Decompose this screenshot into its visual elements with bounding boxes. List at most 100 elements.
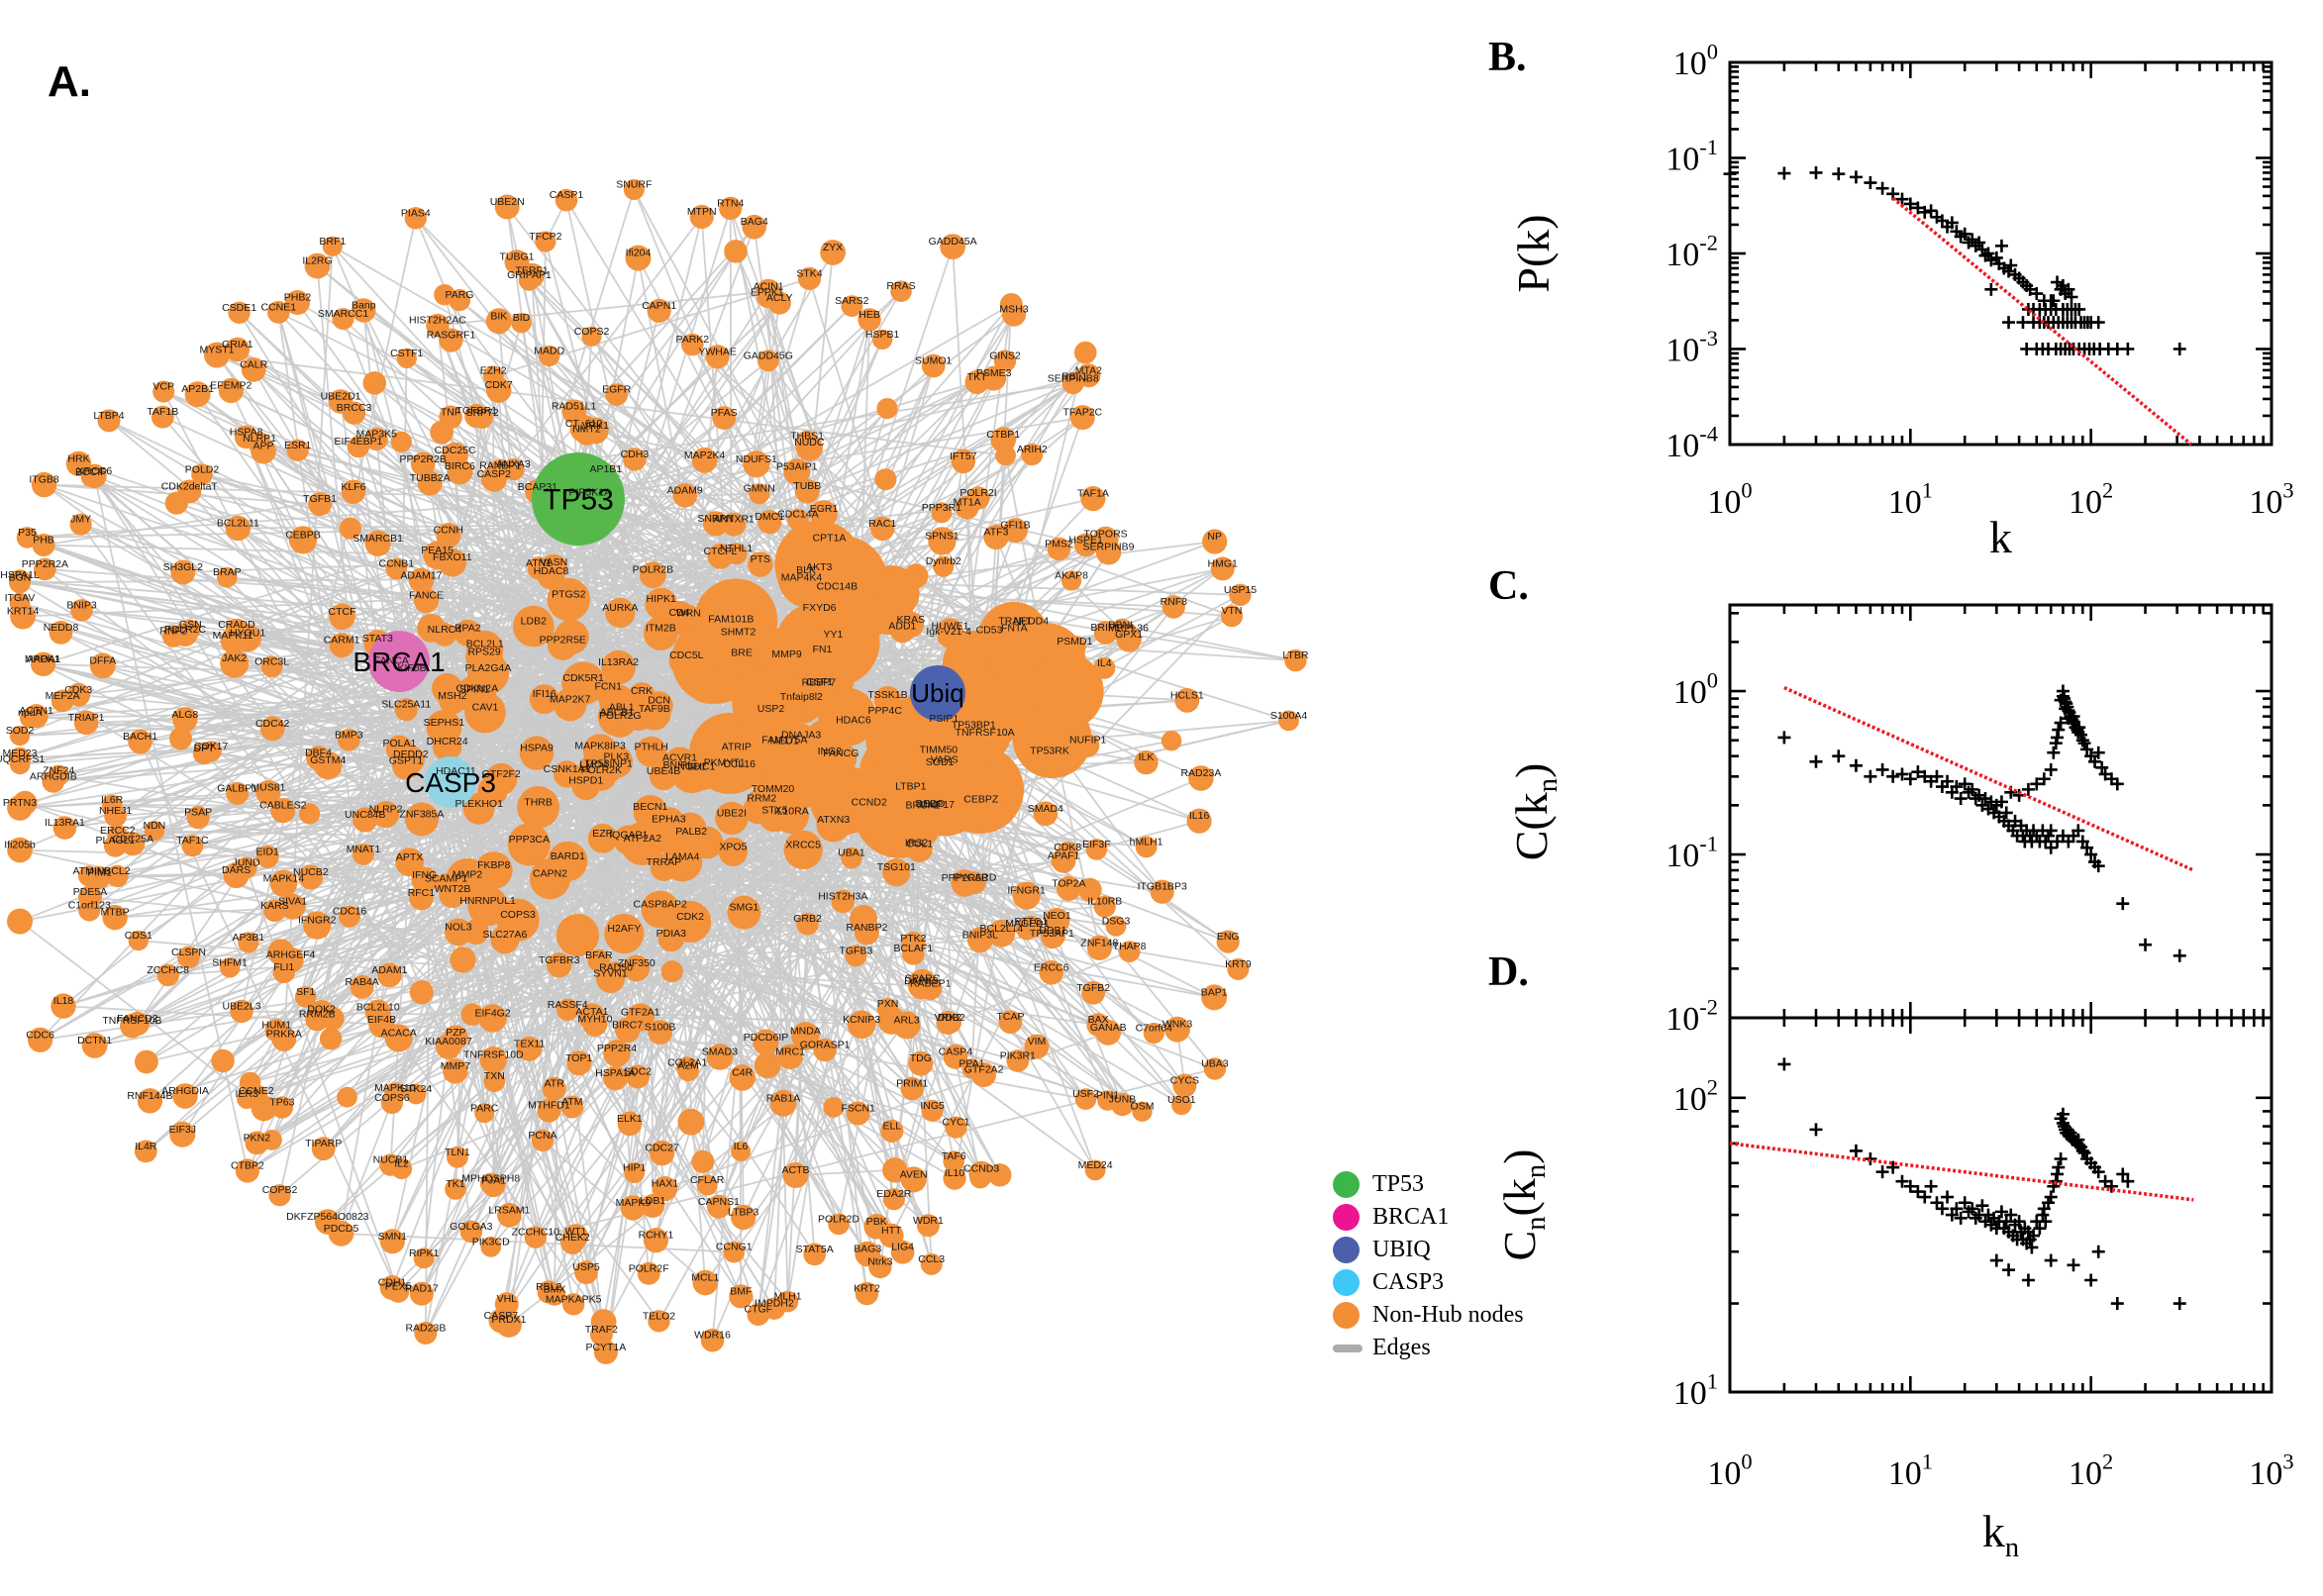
network-node	[797, 266, 822, 290]
network-node-label: ACTN1	[19, 705, 53, 717]
network-node	[998, 1010, 1023, 1035]
network-node	[204, 342, 230, 368]
network-edge	[443, 727, 605, 1323]
network-node-label: CCL3	[918, 1253, 945, 1265]
network-node-label: EPHA3	[652, 813, 686, 825]
network-node-label: TLN1	[445, 1147, 470, 1158]
network-node-label: CSF1	[806, 676, 833, 688]
network-node	[1019, 915, 1043, 939]
network-node-label: ORC3L	[254, 655, 289, 667]
network-node	[696, 1174, 718, 1196]
network-node-label: MAPK14	[263, 872, 305, 884]
data-point	[2091, 316, 2105, 330]
plot-frame	[1728, 1016, 2273, 1394]
network-edge	[117, 660, 400, 837]
network-node	[485, 308, 512, 335]
network-node-label: GRB2	[793, 913, 822, 925]
network-node-label: CDC42	[255, 718, 290, 730]
network-node	[404, 802, 439, 837]
network-node-label: SHFM1	[212, 956, 248, 968]
network-node-label: Ifi204	[626, 248, 652, 259]
network-node	[186, 806, 210, 830]
network-node-label: BFAR	[585, 949, 613, 961]
network-node-label: PTGS2	[552, 589, 586, 601]
network-node-label: SPNS1	[925, 530, 960, 542]
network-node-label: PSMD1	[1057, 636, 1092, 648]
network-node-label: PPP3R1	[922, 502, 961, 514]
network-node	[846, 1101, 870, 1126]
network-node	[426, 709, 462, 746]
network-node-label: BNIP3	[66, 599, 97, 611]
network-node-label: RANBP2	[846, 922, 887, 934]
network-node	[940, 234, 965, 259]
network-node-label: TAF1C	[176, 835, 209, 847]
network-node	[537, 1098, 561, 1123]
network-node-label: RAD23B	[405, 1323, 446, 1335]
network-node	[813, 1038, 837, 1062]
network-node-label: CCNH	[434, 525, 463, 537]
network-node-label: USO1	[1167, 1094, 1196, 1106]
network-node-label: TSG101	[877, 861, 916, 873]
network-node	[230, 999, 253, 1024]
network-node	[413, 588, 440, 614]
network-node-label: MAP2K4	[684, 449, 726, 461]
network-node	[724, 240, 748, 263]
brca1-swatch-icon	[1333, 1204, 1360, 1231]
network-node-label: BCAP31	[518, 481, 557, 493]
network-node	[1085, 839, 1108, 860]
y-axis-title: P(k)	[1508, 214, 1559, 292]
data-point	[2033, 1222, 2047, 1236]
network-edge	[246, 918, 864, 1100]
network-node-label: HIP1	[623, 1162, 647, 1174]
network-node-label: NUFIP1	[1069, 735, 1107, 747]
network-edge	[249, 498, 579, 1083]
network-node	[1135, 836, 1158, 858]
network-edge	[450, 579, 845, 783]
network-node	[855, 1281, 879, 1306]
network-node-label: TOP1	[565, 1052, 592, 1064]
network-node	[219, 957, 241, 978]
y-tick-label: 102	[1673, 1074, 1718, 1117]
network-node-label: ATR	[545, 1078, 565, 1090]
network-node-label: CTBP1	[986, 429, 1020, 441]
network-node-label: EID1	[256, 846, 280, 857]
network-node-label: MNDA	[790, 1026, 821, 1038]
network-node-label: RAC1	[868, 518, 896, 530]
network-node	[7, 908, 33, 935]
network-node-label: TGFB1	[303, 493, 337, 505]
network-node-label: SNURF	[616, 179, 652, 191]
network-node	[82, 463, 107, 489]
panel-a-label: A.	[48, 57, 91, 106]
network-node	[270, 798, 296, 824]
data-point	[1989, 1253, 2003, 1267]
network-node	[719, 196, 743, 220]
network-node-label: CTCF	[329, 606, 356, 618]
network-edge	[506, 206, 821, 614]
network-node	[1150, 879, 1174, 904]
data-point	[2047, 294, 2061, 308]
network-node-label: BGN	[9, 571, 32, 583]
network-node	[69, 513, 92, 536]
network-node-label: UBE4B	[647, 765, 680, 777]
network-node-label: UBE2L3	[222, 1001, 260, 1013]
network-node-label: CSTF1	[390, 348, 423, 359]
network-node-label: CYCS	[1170, 1075, 1199, 1087]
network-node	[151, 405, 174, 429]
network-node	[70, 599, 93, 622]
network-node-label: RAD23A	[1180, 767, 1221, 779]
network-node	[1073, 341, 1097, 364]
network-edge	[349, 711, 486, 742]
network-edge	[262, 778, 502, 1110]
legend-label: Edges	[1372, 1335, 1431, 1360]
network-node-label: VHL	[497, 1293, 518, 1305]
network-node-label: STAT3	[362, 633, 393, 645]
data-point	[1924, 1179, 1938, 1193]
fit-line	[1783, 685, 2194, 872]
network-edge	[951, 950, 1130, 1024]
network-node	[703, 511, 729, 537]
network-node-label: CDH1	[378, 1277, 407, 1289]
network-node-label: GTF2A1	[621, 1007, 660, 1019]
network-node-label: CCND3	[963, 1162, 999, 1174]
